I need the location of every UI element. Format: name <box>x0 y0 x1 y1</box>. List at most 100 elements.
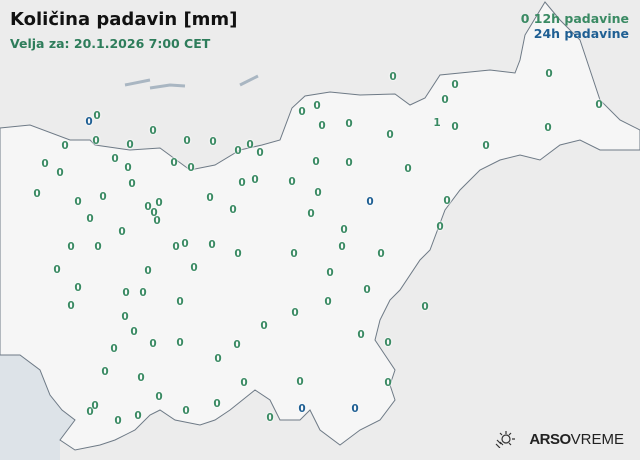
station-value-12h: 0 <box>153 215 161 227</box>
brand-arso: ARSO <box>529 430 571 448</box>
station-value-12h: 0 <box>313 100 321 112</box>
legend-24h: 24h padavine <box>533 26 629 41</box>
station-value-12h: 0 <box>296 376 304 388</box>
station-value-12h: 0 <box>340 224 348 236</box>
station-value-12h: 0 <box>314 187 322 199</box>
station-value-12h: 0 <box>384 337 392 349</box>
station-value-12h: 0 <box>101 366 109 378</box>
station-value-12h: 0 <box>155 197 163 209</box>
sea <box>0 355 75 460</box>
station-value-12h: 0 <box>384 377 392 389</box>
station-value-12h: 0 <box>290 248 298 260</box>
station-value-12h: 0 <box>139 287 147 299</box>
brand-vreme: VREME <box>570 430 624 448</box>
station-value-12h: 0 <box>326 267 334 279</box>
station-value-12h: 0 <box>234 145 242 157</box>
station-value-12h: 0 <box>451 121 459 133</box>
station-value-12h: 0 <box>260 320 268 332</box>
station-value-12h: 0 <box>441 94 449 106</box>
station-value-12h: 0 <box>251 174 259 186</box>
station-value-12h: 0 <box>545 68 553 80</box>
station-value-12h: 0 <box>209 136 217 148</box>
station-value-12h: 0 <box>74 196 82 208</box>
station-value-24h: 0 <box>351 403 359 415</box>
station-value-12h: 0 <box>213 398 221 410</box>
station-value-12h: 0 <box>291 307 299 319</box>
station-value-12h: 0 <box>67 241 75 253</box>
station-value-12h: 0 <box>183 135 191 147</box>
station-value-12h: 0 <box>172 241 180 253</box>
station-value-12h: 0 <box>214 353 222 365</box>
station-value-12h: 0 <box>144 201 152 213</box>
station-value-12h: 0 <box>130 326 138 338</box>
station-value-12h: 0 <box>118 226 126 238</box>
station-value-12h: 0 <box>122 287 130 299</box>
arso-vreme-logo: ARSOVREME <box>495 430 624 448</box>
station-value-12h: 0 <box>137 372 145 384</box>
map-title: Količina padavin [mm] <box>10 9 238 30</box>
legend-marker: 0 <box>520 11 530 26</box>
station-value-12h: 0 <box>544 122 552 134</box>
station-value-12h: 0 <box>229 204 237 216</box>
station-value-12h: 0 <box>246 139 254 151</box>
sun-rain-icon <box>495 431 516 448</box>
station-value-12h: 0 <box>110 343 118 355</box>
station-value-12h: 0 <box>206 192 214 204</box>
station-value-12h: 0 <box>94 241 102 253</box>
legend: 0 12h padavine 24h padavine <box>521 11 629 41</box>
station-value-12h: 0 <box>56 167 64 179</box>
station-value-12h: 0 <box>357 329 365 341</box>
station-value-12h: 0 <box>181 238 189 250</box>
station-value-12h: 0 <box>307 208 315 220</box>
station-value-12h: 0 <box>150 207 158 219</box>
lake-3 <box>239 74 259 87</box>
valid-time: Velja za: 20.1.2026 7:00 CET <box>10 36 211 51</box>
station-value-12h: 0 <box>91 400 99 412</box>
station-value-12h: 0 <box>92 135 100 147</box>
station-value-12h: 0 <box>86 213 94 225</box>
station-value-12h: 0 <box>126 139 134 151</box>
station-value-24h: 0 <box>85 116 93 128</box>
station-value-12h: 0 <box>363 284 371 296</box>
lake-1 <box>124 78 151 87</box>
station-value-24h: 0 <box>298 403 306 415</box>
station-value-12h: 0 <box>312 156 320 168</box>
legend-12h-label: 12h padavine <box>533 11 629 26</box>
station-value-12h: 0 <box>149 338 157 350</box>
station-value-12h: 0 <box>61 140 69 152</box>
station-value-12h: 0 <box>234 248 242 260</box>
station-value-12h: 0 <box>389 71 397 83</box>
station-value-12h: 0 <box>298 106 306 118</box>
station-value-12h: 0 <box>377 248 385 260</box>
station-value-12h: 0 <box>482 140 490 152</box>
station-value-12h: 0 <box>124 162 132 174</box>
station-value-12h: 0 <box>176 296 184 308</box>
station-value-12h: 0 <box>190 262 198 274</box>
station-value-24h: 0 <box>366 196 374 208</box>
station-value-12h: 0 <box>187 162 195 174</box>
station-value-12h: 0 <box>266 412 274 424</box>
station-value-12h: 0 <box>345 157 353 169</box>
station-value-12h: 0 <box>134 410 142 422</box>
station-value-12h: 0 <box>170 157 178 169</box>
station-value-12h: 0 <box>208 239 216 251</box>
station-value-12h: 0 <box>451 79 459 91</box>
station-value-12h: 0 <box>111 153 119 165</box>
station-value-12h: 0 <box>436 221 444 233</box>
station-value-12h: 0 <box>288 176 296 188</box>
station-value-12h: 0 <box>595 99 603 111</box>
station-value-12h: 0 <box>74 282 82 294</box>
station-value-12h: 0 <box>345 118 353 130</box>
station-value-12h: 0 <box>128 178 136 190</box>
station-value-12h: 0 <box>182 405 190 417</box>
station-value-12h: 0 <box>155 391 163 403</box>
station-value-12h: 0 <box>144 265 152 277</box>
station-value-12h: 0 <box>41 158 49 170</box>
station-value-12h: 0 <box>93 110 101 122</box>
station-value-12h: 1 <box>433 117 441 129</box>
lake-2 <box>149 83 186 90</box>
station-value-12h: 0 <box>421 301 429 313</box>
station-value-12h: 0 <box>53 264 61 276</box>
slovenia-land <box>0 1 640 451</box>
